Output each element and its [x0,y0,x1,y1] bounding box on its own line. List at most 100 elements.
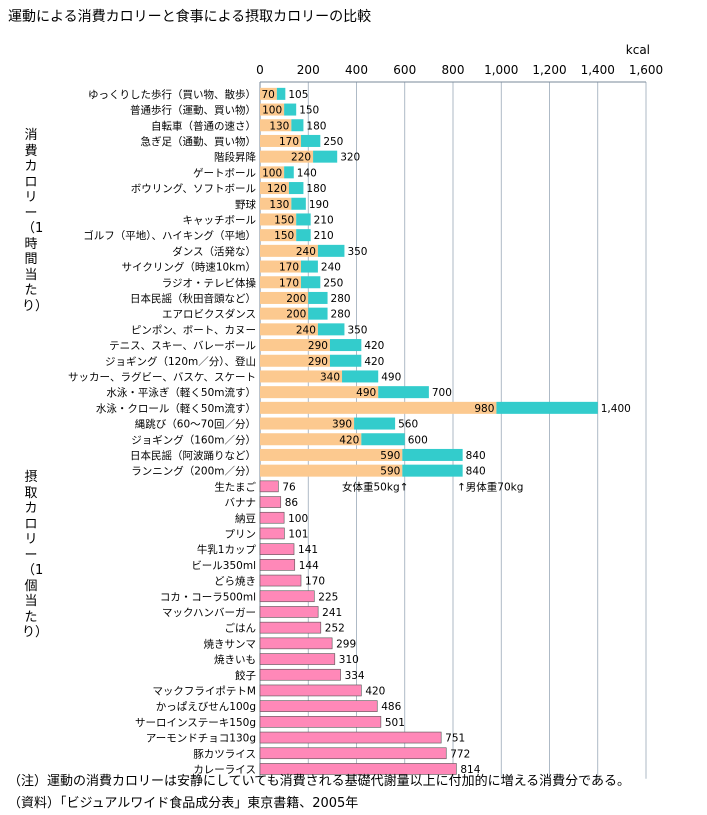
bar-female [260,260,302,273]
category-label: キャッチボール [183,214,257,226]
data-label-male: 350 [347,324,367,336]
bar-female [260,354,330,367]
data-label-female: 490 [356,387,376,399]
bar-food [259,731,442,744]
category-label: ダンス（活発な） [172,245,256,258]
data-label-female: 420 [339,434,359,446]
data-label-male: 350 [347,246,367,258]
data-label-food: 252 [325,623,345,635]
bar-food [259,606,319,618]
data-label-food: 486 [381,701,401,713]
bar-male [276,87,286,100]
data-label-female: 70 [262,89,275,101]
category-label: かっぱえびせん100g [156,701,256,713]
category-label: 水泳・平泳ぎ（軽く50m流す） [106,386,256,399]
data-label-female: 220 [291,152,311,164]
bar-female [260,150,314,163]
category-label: 縄跳び（60～70回／分） [135,418,256,431]
x-tick-label: 800 [442,63,465,77]
bar-male [361,433,405,446]
category-label: 焼きいも [214,654,256,666]
chart-title: 運動による消費カロリーと食事による摂取カロリーの比較 [8,9,372,25]
bar-male [313,150,338,163]
category-label: アーモンドチョコ130g [146,733,256,745]
category-label: ゴルフ（平地）、ハイキング（平地） [83,229,256,242]
data-label-male: 490 [381,371,401,383]
legend-male-note: ↑男体重70kg [457,480,523,493]
x-tick-label: 400 [345,63,368,77]
bar-food [259,637,333,650]
data-label-food: 225 [318,591,338,603]
bar-male [378,386,429,399]
bar-female [260,166,285,179]
bar-female [260,386,379,399]
category-label: ランニング（200m／分） [131,465,256,478]
data-label-male: 250 [323,136,343,148]
data-label-male: 210 [314,214,334,226]
bar-female [260,213,297,226]
group-label-burn: 消費カロリー（1時間当たり） [22,128,49,314]
bar-food [259,668,341,681]
category-label: テニス、スキー、バレーボール [109,340,256,352]
data-label-male: 840 [466,450,486,462]
bar-male [402,448,463,461]
data-label-female: 200 [286,293,306,305]
bar-male [402,464,463,477]
bar-food [259,574,302,587]
bar-food [259,480,279,493]
category-label: カレーライス [193,764,256,776]
bar-female [260,244,318,257]
bar-female [260,417,355,430]
data-label-female: 170 [279,277,299,289]
bar-food [259,716,382,728]
data-label-female: 130 [269,120,289,132]
data-label-female: 390 [332,419,352,431]
category-label: ラジオ・テレビ体操 [162,276,257,289]
data-label-female: 120 [267,183,287,195]
data-label-food: 420 [365,685,385,697]
bar-male [291,197,306,210]
bar-food [259,590,315,603]
data-label-food: 144 [299,560,319,572]
footnote: （注）運動の消費カロリーは安静にしていても消費される基礎代謝量以上に付加的に増え… [8,774,631,789]
bar-food [259,700,378,712]
category-label: マックハンバーガー [162,607,256,619]
group-label-intake: 摂取カロリー（1個当たり） [22,470,49,640]
bar-male [354,417,396,430]
data-label-female: 240 [296,324,316,336]
category-label: ジョギング（120m／分）、登山 [105,355,256,368]
bar-male [296,213,311,226]
category-label: ごはん [225,622,257,635]
bar-food [259,511,285,524]
legend-female-note: 女体重50kg↑ [342,480,408,493]
data-label-male: 250 [323,277,343,289]
bar-female [260,307,309,320]
data-label-male: 140 [297,167,317,179]
data-label-male: 150 [299,105,319,117]
bar-female [260,291,309,304]
bar-male [317,323,345,336]
bar-male [308,291,328,304]
category-label: ゲートボール [193,167,256,179]
category-label: どら焼き [214,576,256,588]
bar-food [259,653,336,665]
bar-male [284,166,294,179]
data-label-female: 200 [286,309,306,321]
bar-female [260,370,343,383]
data-label-female: 980 [474,403,494,415]
bar-female [260,103,285,116]
category-label: コカ・コーラ500ml [160,591,256,603]
bar-male [329,354,362,367]
data-label-food: 100 [288,513,308,525]
bar-male [496,401,598,414]
x-tick-label: 0 [256,63,264,77]
category-label: 生たまご [214,480,256,493]
data-label-male: 210 [314,230,334,242]
data-label-female: 340 [320,371,340,383]
category-label: 急ぎ足（通勤、買い物） [141,135,257,148]
category-label: マックフライポテトM [152,685,256,697]
category-label: 豚カツライス [193,748,256,760]
data-label-food: 772 [450,748,470,760]
data-label-female: 130 [269,199,289,211]
bar-male [308,307,328,320]
